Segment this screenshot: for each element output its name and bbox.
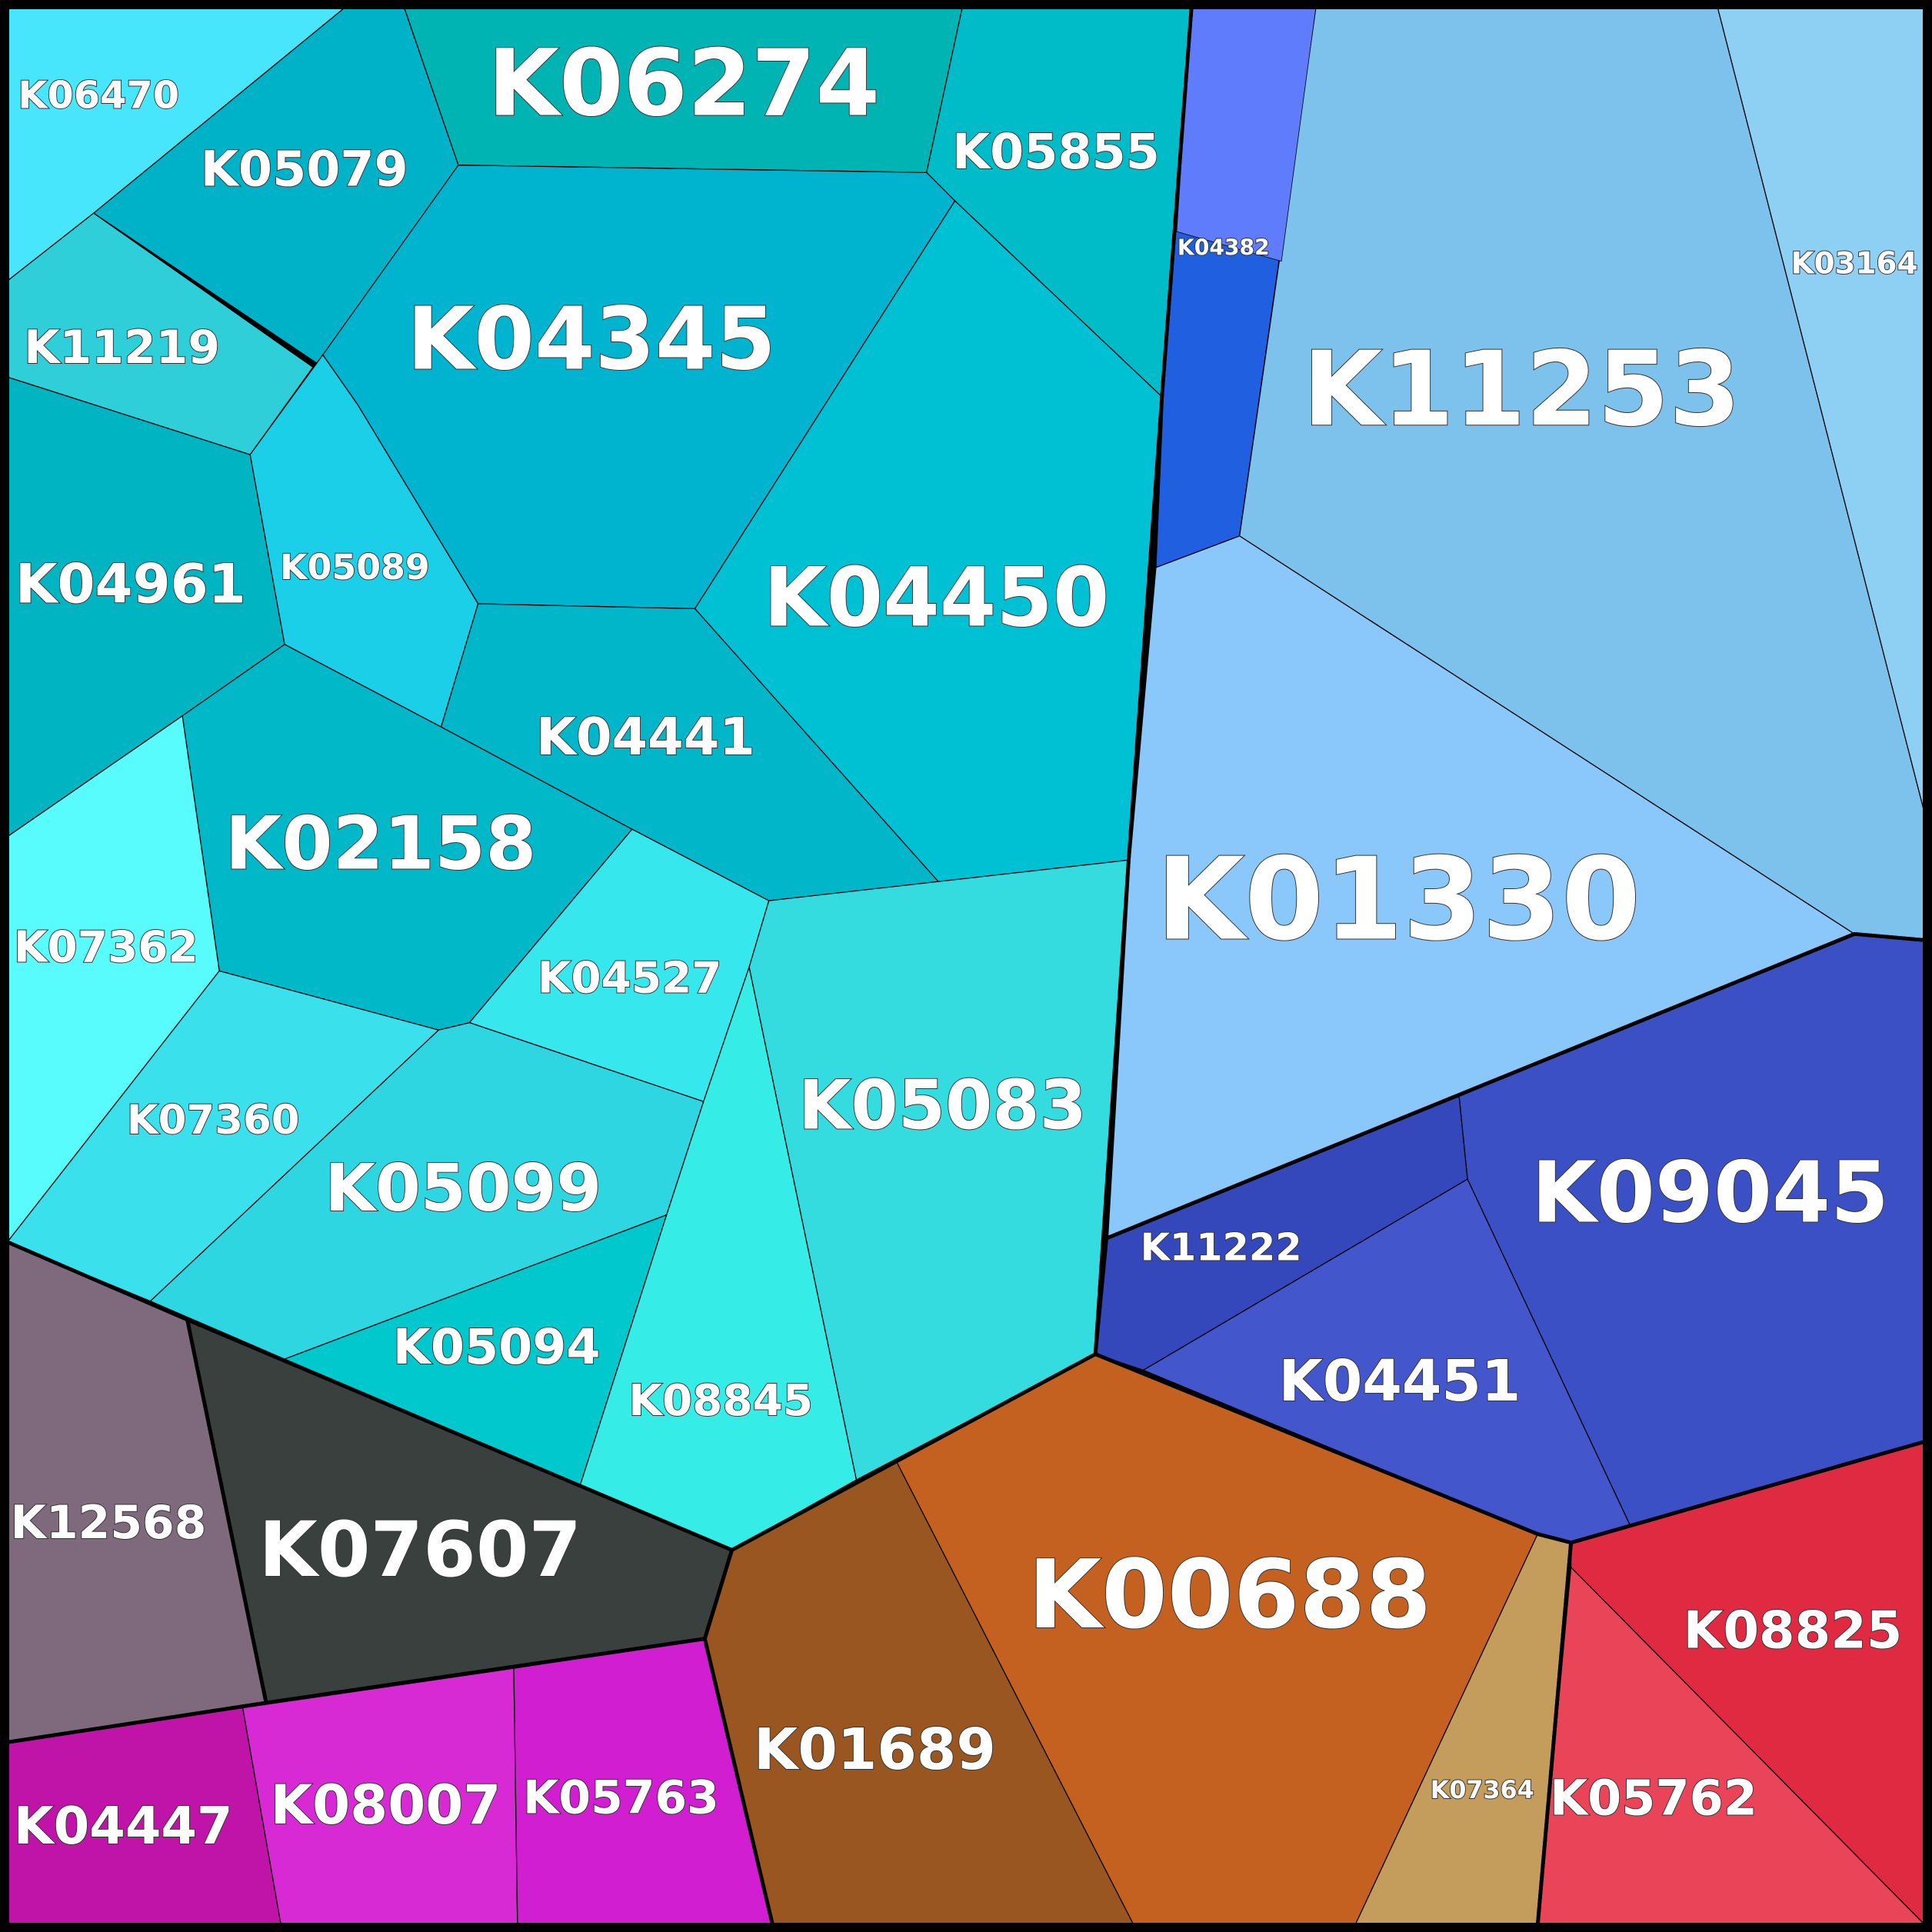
cell-label: K03164 [1791, 246, 1918, 281]
cell-label: K02158 [225, 801, 537, 886]
cell-label: K05855 [952, 123, 1160, 180]
cell-label: K04441 [536, 707, 755, 767]
cell-label: K00688 [1028, 1541, 1431, 1651]
cell-label: K05083 [798, 1066, 1087, 1145]
cell-label: K04450 [764, 550, 1110, 645]
cell-label: K04527 [538, 954, 722, 1004]
cell-label: K08845 [628, 1376, 813, 1426]
cell-label: K07607 [258, 1506, 581, 1594]
cell-label: K01330 [1156, 833, 1641, 965]
cell-label: K11219 [24, 321, 220, 375]
cell-label: K08007 [271, 1774, 501, 1837]
cell-label: K05762 [1550, 1769, 1757, 1826]
cell-label: K05099 [325, 1150, 601, 1226]
cell-label: K04382 [1178, 235, 1270, 261]
cell-label: K06274 [488, 30, 880, 137]
cell-label: K04451 [1279, 1348, 1521, 1414]
cell-label: K06470 [18, 72, 179, 117]
cell-label: K07360 [127, 1097, 300, 1144]
cell-label: K05089 [280, 546, 430, 588]
cell-label: K07362 [14, 922, 198, 972]
cell-label: K11253 [1303, 329, 1741, 449]
cell-label: K04447 [14, 1796, 233, 1856]
cell-label: K05079 [201, 140, 408, 197]
cell-label: K12568 [11, 1496, 207, 1550]
cell-label: K05094 [393, 1318, 601, 1375]
cell-label: K05763 [523, 1770, 719, 1824]
cell-label: K11222 [1141, 1224, 1302, 1269]
cell-label: K01689 [754, 1717, 996, 1783]
cell-label: K09045 [1531, 1144, 1889, 1241]
cell-label: K07364 [1431, 1777, 1534, 1804]
cell-label: K04961 [15, 552, 246, 615]
cell-label: K08825 [1684, 1601, 1903, 1661]
cell-label: K04345 [407, 288, 776, 390]
